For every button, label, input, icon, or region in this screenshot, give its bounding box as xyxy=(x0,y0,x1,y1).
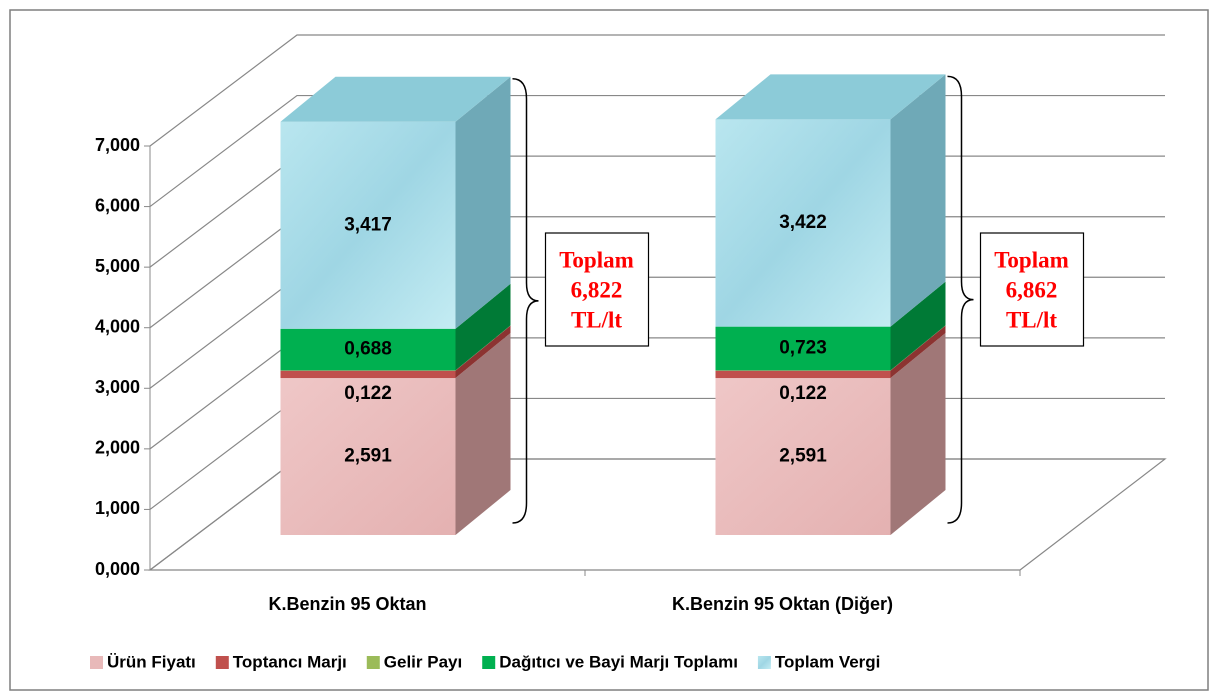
legend-label: Dağıtıcı ve Bayi Marjı Toplamı xyxy=(499,652,738,671)
annotation-box xyxy=(979,232,1085,347)
y-tick-label: 6,000 xyxy=(95,195,140,215)
x-tick-label: K.Benzin 95 Oktan (Diğer) xyxy=(672,594,893,614)
legend-swatch xyxy=(366,656,380,669)
bar-segment xyxy=(715,326,891,371)
value-label: 3,422 xyxy=(779,212,827,233)
bar-side xyxy=(455,283,511,371)
bar-segment xyxy=(280,378,456,535)
bar-segment xyxy=(715,370,891,379)
bar-side xyxy=(890,74,946,327)
y-tick-label: 4,000 xyxy=(95,316,140,336)
bar-side xyxy=(890,333,946,535)
bar-segment xyxy=(280,121,456,329)
legend-label: Toptancı Marjı xyxy=(233,652,347,671)
bar-top xyxy=(280,76,511,122)
y-tick-label: 1,000 xyxy=(95,498,140,518)
value-label: 3,417 xyxy=(344,214,392,235)
bar-side xyxy=(455,76,511,329)
brace xyxy=(947,75,974,524)
y-tick-label: 5,000 xyxy=(95,256,140,276)
bar-segment xyxy=(715,378,891,535)
legend-label: Gelir Payı xyxy=(384,652,462,671)
bar-side xyxy=(890,325,946,379)
bar-side xyxy=(455,325,511,379)
y-tick-label: 3,000 xyxy=(95,377,140,397)
bar-side xyxy=(890,325,946,371)
y-tick-label: 0,000 xyxy=(95,559,140,579)
legend-label: Ürün Fiyatı xyxy=(107,652,196,671)
value-label: 0,723 xyxy=(779,338,827,359)
legend-swatch xyxy=(482,656,496,669)
value-label: 0,122 xyxy=(779,383,827,404)
legend-swatch xyxy=(90,656,103,669)
chart-border xyxy=(9,9,1209,691)
annotation: 6,822 xyxy=(571,277,623,302)
legend-label: Toplam Vergi xyxy=(775,652,881,671)
bar-segment xyxy=(280,370,456,379)
legend-swatch xyxy=(757,656,771,669)
bar-top xyxy=(715,74,946,120)
brace xyxy=(512,78,539,524)
legend-swatch xyxy=(215,656,229,669)
value-label: 0,122 xyxy=(344,383,392,404)
annotation: Toplam xyxy=(994,247,1069,272)
grid-line xyxy=(149,34,1165,147)
annotation: 6,862 xyxy=(1006,277,1058,302)
x-tick-label: K.Benzin 95 Oktan xyxy=(268,594,426,614)
y-tick-label: 7,000 xyxy=(95,135,140,155)
value-label: 2,591 xyxy=(779,446,827,467)
annotation: TL/lt xyxy=(1006,307,1057,332)
plot-area: 0,000 1,000 2,000 3,000 4,000 5,000 6,000 7,000… xyxy=(95,34,1167,614)
annotation: TL/lt xyxy=(571,307,622,332)
annotation: Toplam xyxy=(559,247,634,272)
value-label: 2,591 xyxy=(344,446,392,467)
bar-segment xyxy=(715,119,891,327)
annotation-box xyxy=(544,232,650,347)
bar-segment xyxy=(280,328,456,371)
value-label: 0,688 xyxy=(344,339,392,360)
y-tick-label: 2,000 xyxy=(95,438,140,458)
bar-side xyxy=(455,333,511,535)
bar-side xyxy=(455,325,511,371)
bar-side xyxy=(890,281,946,371)
